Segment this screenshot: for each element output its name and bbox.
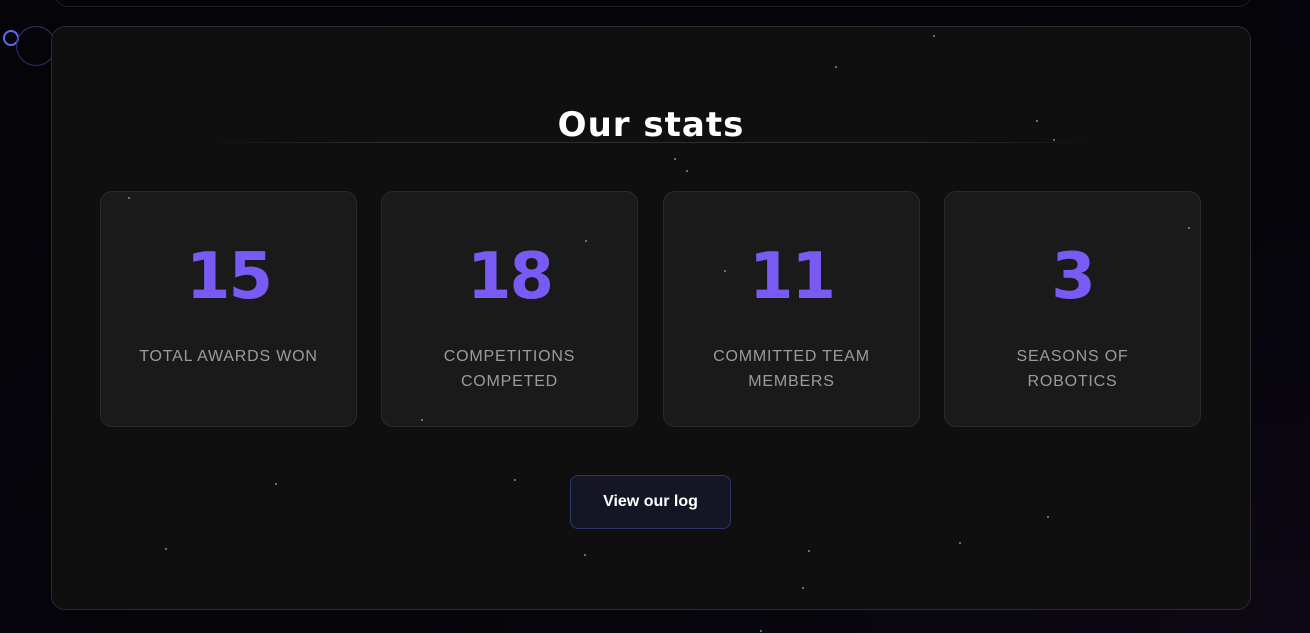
stat-card-members: 11 COMMITTED TEAM MEMBERS: [663, 191, 920, 427]
star: [724, 270, 726, 272]
stat-value: 11: [748, 240, 836, 314]
star: [1047, 516, 1049, 518]
stat-value: 18: [466, 240, 554, 314]
stat-value: 15: [185, 240, 273, 314]
cursor-ring: [16, 26, 56, 66]
star: [584, 554, 586, 556]
stat-label: TOTAL AWARDS WON: [139, 348, 318, 365]
stat-card-competitions: 18 COMPETITIONS COMPETED: [381, 191, 638, 427]
star: [959, 542, 961, 544]
star: [275, 483, 277, 485]
stat-label: SEASONS OF ROBOTICS: [1016, 348, 1129, 390]
section-title: Our stats: [557, 105, 745, 145]
star: [802, 587, 804, 589]
title-divider: [202, 142, 1100, 143]
star: [585, 240, 587, 242]
previous-section-panel: [54, 0, 1252, 7]
star: [1053, 139, 1055, 141]
view-log-button[interactable]: View our log: [570, 475, 731, 529]
star: [686, 170, 688, 172]
star: [1036, 120, 1038, 122]
stats-section: Our stats 15 TOTAL AWARDS WON 18 COMPETI…: [51, 26, 1251, 610]
star: [421, 419, 423, 421]
star: [760, 630, 762, 632]
star: [674, 158, 676, 160]
stat-card-awards: 15 TOTAL AWARDS WON: [100, 191, 357, 427]
star: [514, 479, 516, 481]
stat-label: COMPETITIONS COMPETED: [443, 348, 576, 390]
star: [128, 197, 130, 199]
star: [835, 66, 837, 68]
stat-value: 3: [1051, 240, 1096, 314]
star: [933, 35, 935, 37]
star: [808, 550, 810, 552]
star: [1188, 227, 1190, 229]
stat-card-seasons: 3 SEASONS OF ROBOTICS: [944, 191, 1201, 427]
stat-label: COMMITTED TEAM MEMBERS: [713, 348, 870, 390]
star: [165, 548, 167, 550]
